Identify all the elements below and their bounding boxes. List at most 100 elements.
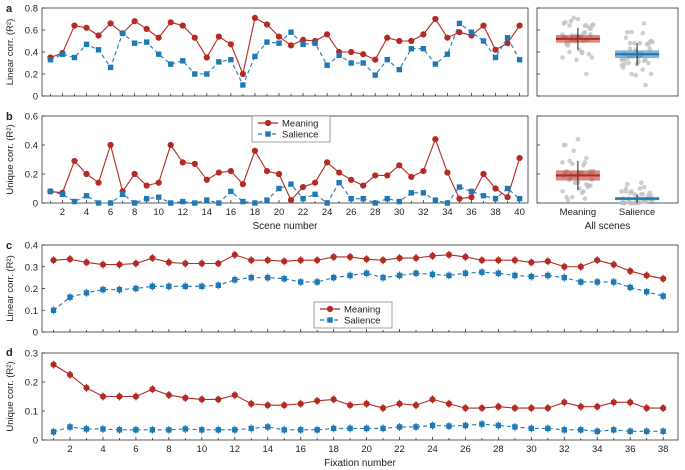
data-point-salience	[228, 188, 234, 195]
data-point-salience	[50, 307, 57, 313]
data-point-salience	[594, 428, 600, 434]
data-point-meaning	[480, 170, 487, 178]
data-point-salience	[232, 277, 238, 283]
legend-marker	[326, 305, 334, 313]
data-point-salience	[252, 53, 258, 60]
scene-dot	[582, 29, 588, 35]
data-point-salience	[288, 29, 294, 35]
data-point-salience	[83, 193, 90, 199]
data-point-salience	[312, 191, 318, 197]
data-point-meaning	[71, 157, 78, 165]
legend-label: Salience	[344, 316, 380, 327]
data-point-meaning	[412, 254, 420, 262]
data-point-meaning	[83, 384, 90, 391]
data-point-meaning	[287, 197, 295, 204]
y-tick-label: 0	[33, 199, 38, 210]
data-point-salience	[119, 191, 126, 197]
x-tick-label: 6	[108, 207, 113, 218]
data-point-meaning	[347, 402, 354, 409]
data-point-salience	[512, 424, 518, 430]
x-tick-label: 38	[658, 444, 669, 455]
series-line-meaning	[53, 254, 664, 280]
data-point-salience	[456, 184, 463, 190]
data-point-meaning	[594, 257, 601, 264]
data-point-salience	[252, 200, 258, 206]
data-point-salience	[100, 286, 106, 293]
data-point-meaning	[544, 258, 551, 265]
scene-dot	[632, 192, 637, 197]
data-point-meaning	[231, 391, 238, 399]
data-point-salience	[300, 41, 306, 47]
data-point-salience	[232, 427, 238, 433]
data-point-salience	[504, 185, 511, 192]
series-line-meaning	[50, 137, 521, 202]
scene-dot	[633, 72, 639, 78]
scene-dot	[640, 199, 646, 204]
data-point-salience	[180, 198, 186, 205]
data-point-salience	[561, 274, 568, 281]
data-point-meaning	[287, 42, 295, 49]
data-point-meaning	[99, 393, 107, 400]
x-tick-label: 40	[514, 207, 525, 218]
data-point-salience	[276, 185, 282, 192]
data-point-salience	[116, 427, 123, 433]
scene-dot	[644, 42, 650, 47]
data-point-salience	[330, 425, 337, 432]
y-tick-label: 0.4	[25, 141, 38, 152]
data-point-meaning	[231, 251, 238, 258]
data-point-meaning	[297, 257, 304, 264]
x-tick-label: 30	[526, 444, 537, 455]
data-point-salience	[67, 424, 73, 430]
data-point-meaning	[360, 182, 367, 189]
panel-label: c	[6, 240, 12, 252]
data-point-salience	[413, 424, 419, 430]
scene-dot	[575, 16, 581, 22]
data-point-meaning	[143, 182, 150, 189]
data-point-salience	[348, 195, 354, 202]
data-point-salience	[611, 427, 617, 433]
data-point-salience	[59, 51, 66, 57]
x-tick-label: 36	[625, 444, 636, 455]
x-tick-label: 38	[490, 207, 501, 218]
data-point-meaning	[107, 20, 114, 27]
y-tick-label: 0.1	[25, 407, 38, 418]
data-point-meaning	[132, 393, 140, 400]
x-tick-label: 18	[250, 207, 261, 218]
data-point-salience	[312, 40, 318, 46]
scene-dot	[643, 57, 648, 62]
scene-dot	[637, 40, 643, 46]
scene-dot	[560, 55, 565, 60]
data-point-meaning	[251, 14, 259, 21]
data-point-salience	[50, 429, 57, 435]
series-line-meaning	[53, 364, 664, 409]
data-point-salience	[446, 423, 452, 429]
data-point-meaning	[83, 24, 90, 31]
data-point-salience	[119, 30, 126, 36]
data-point-salience	[413, 270, 419, 276]
y-tick-label: 0	[33, 328, 38, 339]
x-tick-label: 32	[418, 207, 429, 218]
data-point-meaning	[462, 253, 469, 261]
data-point-meaning	[275, 33, 283, 40]
data-point-meaning	[372, 172, 379, 179]
data-point-meaning	[396, 162, 403, 169]
y-tick-label: 0.4	[25, 48, 38, 59]
data-point-salience	[192, 200, 198, 206]
series-line-salience	[53, 423, 664, 433]
data-point-meaning	[198, 396, 205, 403]
data-point-meaning	[179, 22, 186, 29]
data-point-salience	[432, 61, 439, 67]
data-point-meaning	[215, 33, 222, 40]
scene-dot	[562, 142, 568, 148]
scene-dot	[586, 183, 592, 188]
data-point-salience	[149, 283, 156, 290]
data-point-salience	[578, 427, 584, 433]
data-point-meaning	[263, 21, 271, 28]
series-line-salience	[53, 271, 664, 311]
y-tick-label: 0.8	[25, 4, 38, 15]
x-tick-label: 28	[493, 444, 504, 455]
data-point-meaning	[408, 173, 415, 180]
data-point-salience	[408, 190, 415, 196]
scene-dot	[575, 136, 581, 142]
x-tick-label: 6	[133, 444, 138, 455]
